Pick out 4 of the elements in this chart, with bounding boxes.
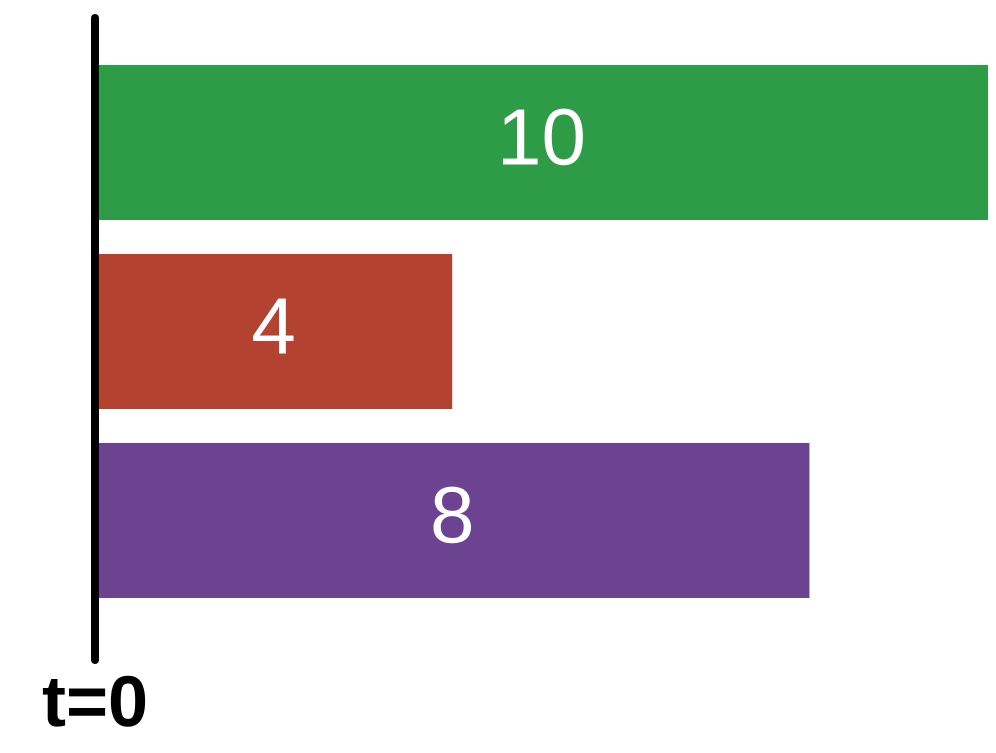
data-label: 4 xyxy=(251,282,296,371)
data-label: 8 xyxy=(430,470,474,560)
ref-line-label: t=0 xyxy=(42,662,148,742)
data-label: 10 xyxy=(497,92,586,182)
